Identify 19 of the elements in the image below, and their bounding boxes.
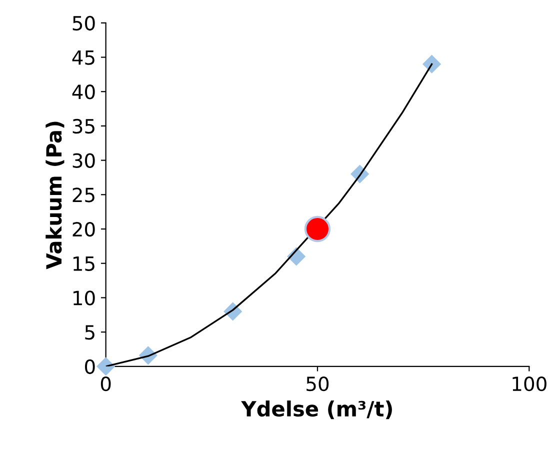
y-tick-label: 45 [72,50,94,65]
x-axis-title: Ydelse (m³/t) [241,400,392,420]
y-tick-label: 25 [72,188,94,202]
y-tick-label: 0 [85,359,95,374]
y-tick-label: 10 [74,290,95,306]
y-tick-label: 20 [72,222,95,237]
y-tick-label: 30 [72,153,95,168]
y-axis-title: Vakuum (Pa) [46,122,64,270]
y-tick-label: 5 [85,325,94,340]
point [422,54,442,74]
x-tick-label: 100 [512,376,546,392]
y-tick-label: 50 [72,16,95,31]
y-tick-label: 35 [72,118,94,134]
x-tick-label: 0 [100,376,111,392]
x-tick-label: 50 [306,376,329,392]
y-tick-label: 15 [74,256,94,272]
y-tick-label: 40 [72,84,95,100]
point [304,216,331,242]
point [96,357,116,376]
